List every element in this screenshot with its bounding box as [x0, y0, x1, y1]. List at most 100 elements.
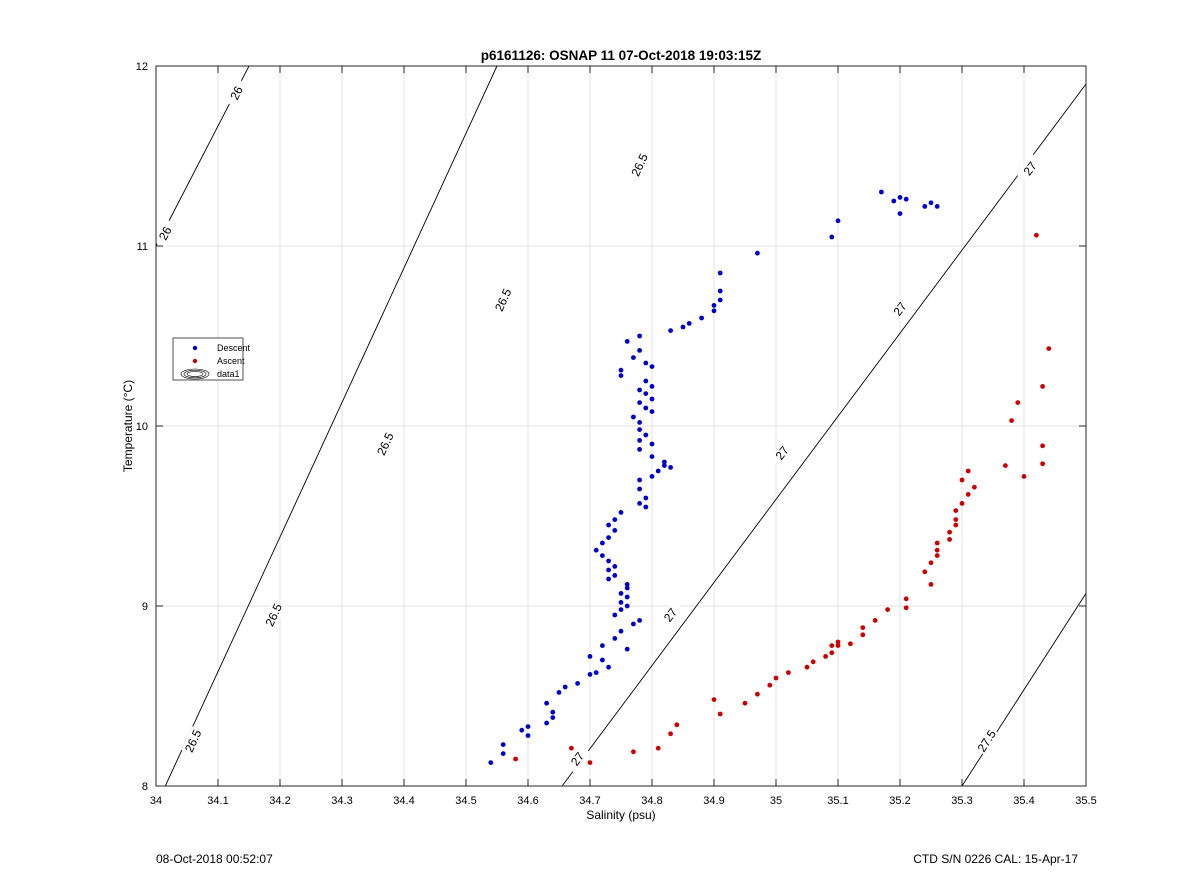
descent-point [600, 643, 605, 648]
x-tick-label: 34.6 [517, 795, 538, 807]
descent-point [668, 328, 673, 333]
ascent-point [947, 529, 952, 535]
descent-point [637, 333, 642, 339]
descent-point [637, 501, 642, 506]
descent-point [612, 517, 618, 522]
x-tick-label: 34.9 [703, 795, 724, 807]
ascent-point [928, 582, 934, 587]
ascent-point [829, 643, 835, 648]
descent-point [662, 463, 667, 468]
descent-point [631, 621, 636, 627]
descent-point [631, 414, 636, 420]
ascent-point [972, 484, 977, 490]
ascent-point [860, 625, 866, 630]
descent-point [612, 636, 618, 641]
ascent-point [742, 700, 748, 706]
descent-point [637, 420, 642, 425]
descent-point [606, 522, 611, 528]
descent-point [637, 486, 642, 492]
ascent-point [860, 632, 866, 638]
x-tick-label: 35.4 [1013, 795, 1034, 807]
descent-point [612, 564, 618, 569]
ascent-point [717, 711, 723, 717]
ascent-point [872, 618, 878, 623]
contour-label-gap [1016, 153, 1044, 184]
descent-point [500, 751, 506, 756]
x-tick-label: 34 [150, 795, 162, 807]
contour-label-gap [153, 218, 178, 249]
ascent-point [959, 501, 965, 506]
ascent-point [587, 760, 593, 765]
legend: Descent Ascent data1 [172, 337, 251, 381]
descent-point [637, 400, 642, 405]
ascent-point [934, 553, 940, 558]
descent-point [829, 234, 835, 240]
descent-point [618, 373, 624, 378]
descent-point [600, 657, 605, 663]
descent-point [891, 198, 897, 204]
x-tick-label: 34.4 [393, 795, 414, 807]
descent-point [519, 727, 525, 733]
ascent-point [513, 756, 518, 762]
x-tick-label: 34.2 [269, 795, 290, 807]
data-points [488, 189, 1052, 765]
legend-contour-icon [186, 371, 204, 377]
descent-point [643, 504, 649, 510]
descent-point [612, 612, 618, 618]
contour-label-gap [262, 600, 286, 630]
descent-point [655, 468, 661, 474]
axis-ticks: 34 34.1 34.2 34.3 34.4 34.5 34.6 34.7 34.8 34.9 35… [136, 61, 1097, 807]
ascent-point [631, 749, 636, 755]
descent-point [631, 355, 636, 360]
descent-point [711, 308, 717, 314]
x-tick-label: 34.5 [455, 795, 476, 807]
ascent-point [767, 682, 773, 688]
footer-timestamp: 08-Oct-2018 00:52:07 [156, 852, 273, 866]
descent-point [643, 432, 649, 438]
descent-point [637, 387, 642, 393]
ascent-point [668, 731, 673, 737]
descent-point [649, 364, 655, 369]
descent-point [649, 396, 655, 402]
descent-point [624, 603, 630, 609]
ascent-point [755, 691, 760, 697]
descent-point [624, 582, 630, 587]
ascent-point [965, 468, 971, 474]
descent-point [612, 528, 618, 533]
ascent-point [711, 697, 717, 702]
x-tick-label: 35.1 [827, 795, 848, 807]
ascent-point [959, 477, 965, 483]
ascent-point [848, 641, 853, 647]
contour-label-gap [564, 744, 591, 774]
y-tick-label: 10 [136, 421, 148, 433]
contour-label: 26 [227, 84, 246, 103]
contour-label-gap [627, 150, 652, 180]
descent-point [699, 315, 704, 321]
descent-point [717, 297, 723, 303]
descent-point [624, 585, 630, 591]
descent-point [637, 438, 642, 443]
descent-point [934, 204, 940, 209]
descent-point [643, 405, 649, 411]
descent-point [879, 189, 884, 195]
legend-label: Ascent [217, 356, 245, 366]
descent-point [618, 600, 624, 605]
legend-label: Descent [217, 343, 251, 353]
descent-point [593, 670, 599, 675]
ascent-point [953, 508, 959, 513]
descent-point [544, 700, 549, 706]
density-contour-line [961, 593, 1087, 787]
x-tick-label: 34.3 [331, 795, 352, 807]
ascent-point [810, 659, 816, 665]
contour-label-gap [373, 429, 398, 459]
chart-title: p6161126: OSNAP 11 07-Oct-2018 19:03:15Z [481, 48, 761, 63]
descent-point [618, 591, 624, 596]
descent-point [903, 196, 909, 202]
x-tick-label: 34.1 [207, 795, 228, 807]
contour-label: 26 [156, 224, 175, 243]
descent-point [525, 724, 531, 729]
legend-contour-icon [183, 369, 207, 379]
descent-point [668, 465, 673, 470]
ascent-point [835, 643, 841, 648]
